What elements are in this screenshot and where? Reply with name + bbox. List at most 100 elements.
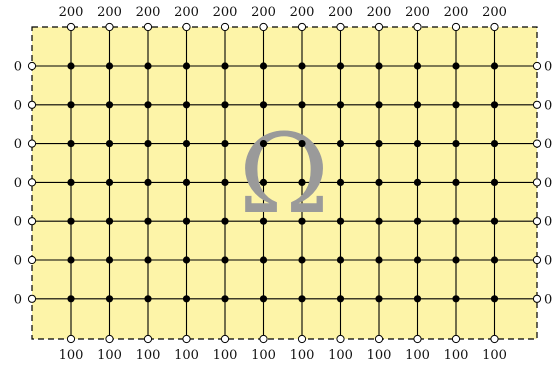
bottom-boundary-label: 100 <box>136 348 161 363</box>
interior-node <box>452 140 460 148</box>
left-boundary-label: 0 <box>14 98 22 113</box>
boundary-node <box>182 334 191 344</box>
boundary-node <box>490 334 499 344</box>
top-boundary-label: 200 <box>290 5 315 20</box>
bottom-boundary-label: 100 <box>97 348 122 363</box>
bottom-boundary-label: 100 <box>290 348 315 363</box>
interior-node <box>67 140 75 148</box>
interior-node <box>144 62 152 70</box>
boundary-node <box>532 61 542 71</box>
interior-node <box>221 101 229 109</box>
bottom-boundary-label: 100 <box>444 348 469 363</box>
boundary-node <box>451 334 461 344</box>
right-boundary-label: 0 <box>544 176 552 191</box>
interior-node <box>452 256 460 264</box>
interior-node <box>105 62 114 70</box>
boundary-node <box>27 178 37 187</box>
top-boundary-label: 200 <box>174 5 199 20</box>
interior-node <box>67 101 75 109</box>
boundary-node <box>532 139 542 148</box>
interior-node <box>490 62 499 70</box>
interior-node <box>298 62 306 70</box>
interior-node <box>413 178 422 186</box>
boundary-node <box>66 22 76 32</box>
interior-node <box>144 178 152 186</box>
interior-node <box>182 256 191 264</box>
interior-node <box>259 101 268 109</box>
boundary-node <box>259 334 268 344</box>
left-boundary-label: 0 <box>14 137 22 152</box>
interior-node <box>182 295 191 303</box>
interior-node <box>298 217 306 225</box>
interior-node <box>413 140 422 148</box>
interior-node <box>298 256 306 264</box>
interior-node <box>298 140 306 148</box>
bottom-boundary-label: 100 <box>482 348 507 363</box>
left-boundary-label: 0 <box>14 254 22 269</box>
interior-node <box>413 101 422 109</box>
interior-node <box>336 62 345 70</box>
boundary-node <box>374 22 384 32</box>
interior-node <box>259 295 268 303</box>
top-boundary-label: 200 <box>482 5 507 20</box>
interior-node <box>452 62 460 70</box>
boundary-node <box>27 255 37 265</box>
boundary-node <box>220 22 230 32</box>
interior-node <box>221 295 229 303</box>
boundary-node <box>105 22 114 32</box>
boundary-node <box>451 22 461 32</box>
boundary-node <box>27 217 37 226</box>
interior-node <box>336 295 345 303</box>
top-boundary-label: 200 <box>136 5 161 20</box>
left-boundary-label: 0 <box>14 60 22 75</box>
boundary-labels: 200 200 200 200 200 200 200 200 200 200 200 200 100 1… <box>14 5 553 363</box>
interior-node <box>105 217 114 225</box>
interior-node <box>105 256 114 264</box>
interior-node <box>144 140 152 148</box>
interior-node <box>221 178 229 186</box>
boundary-node <box>413 22 422 32</box>
interior-node <box>221 140 229 148</box>
interior-node <box>298 178 306 186</box>
interior-node <box>490 295 499 303</box>
top-boundary-label: 200 <box>444 5 469 20</box>
left-boundary-label: 0 <box>14 215 22 230</box>
interior-node <box>221 62 229 70</box>
interior-node <box>375 178 383 186</box>
boundary-node <box>105 334 114 344</box>
interior-node <box>259 178 268 186</box>
interior-node <box>182 217 191 225</box>
bottom-boundary-label: 100 <box>367 348 392 363</box>
boundary-node <box>532 178 542 187</box>
interior-nodes <box>67 62 499 303</box>
boundary-node <box>490 22 499 32</box>
interior-node <box>490 140 499 148</box>
interior-node <box>67 62 75 70</box>
interior-node <box>182 62 191 70</box>
boundary-node <box>143 22 153 32</box>
right-boundary-label: 0 <box>544 292 552 307</box>
interior-node <box>144 295 152 303</box>
interior-node <box>144 101 152 109</box>
interior-node <box>259 256 268 264</box>
top-boundary-label: 200 <box>405 5 430 20</box>
boundary-node <box>336 334 345 344</box>
interior-node <box>182 140 191 148</box>
interior-node <box>452 217 460 225</box>
boundary-node <box>336 22 345 32</box>
interior-node <box>259 62 268 70</box>
interior-node <box>375 256 383 264</box>
top-boundary-label: 200 <box>97 5 122 20</box>
interior-node <box>375 101 383 109</box>
interior-node <box>490 256 499 264</box>
interior-node <box>182 178 191 186</box>
interior-node <box>375 140 383 148</box>
interior-node <box>413 256 422 264</box>
boundary-node <box>27 139 37 148</box>
boundary-node <box>27 100 37 109</box>
left-boundary-label: 0 <box>14 176 22 191</box>
bottom-boundary-label: 100 <box>251 348 276 363</box>
interior-node <box>336 217 345 225</box>
interior-node <box>144 217 152 225</box>
